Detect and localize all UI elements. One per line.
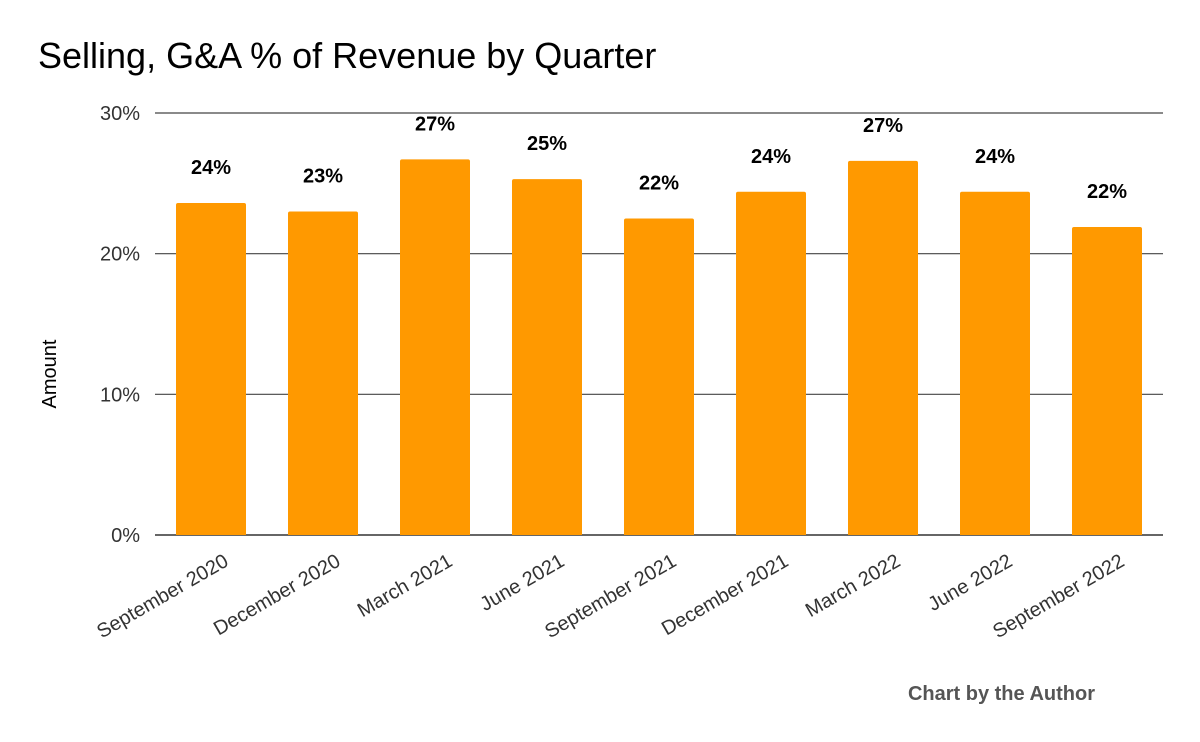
data-label: 24% <box>975 146 1015 168</box>
chart-credit: Chart by the Author <box>908 683 1095 705</box>
bars <box>176 159 1142 536</box>
data-label: 22% <box>639 173 679 195</box>
bar <box>960 191 1030 536</box>
y-tick-label: 10% <box>100 384 140 406</box>
data-label: 24% <box>191 157 231 179</box>
bar <box>736 191 806 536</box>
bar <box>288 211 358 535</box>
x-tick-label: March 2022 <box>802 550 904 622</box>
bar <box>176 203 246 535</box>
y-tick-labels: 0% 10% 20% 30% <box>100 103 140 547</box>
bar <box>1072 226 1142 535</box>
data-labels: 24% 23% 27% 25% 22% 24% 27% 24% 22% <box>191 113 1127 203</box>
y-tick-label: 20% <box>100 244 140 266</box>
x-tick-label: December 2020 <box>210 550 344 640</box>
data-label: 25% <box>527 133 567 155</box>
bar <box>624 218 694 535</box>
data-label: 24% <box>751 146 791 168</box>
chart-title: Selling, G&A % of Revenue by Quarter <box>38 35 656 76</box>
x-tick-label: June 2022 <box>924 550 1016 616</box>
x-tick-label: March 2021 <box>354 550 456 622</box>
x-tick-label: December 2021 <box>658 550 792 640</box>
bar <box>848 160 918 535</box>
data-label: 22% <box>1087 181 1127 203</box>
data-label: 27% <box>415 113 455 135</box>
y-axis-label: Amount <box>39 339 61 408</box>
bar <box>512 179 582 535</box>
bar <box>400 159 470 536</box>
y-tick-label: 30% <box>100 103 140 125</box>
y-tick-label: 0% <box>111 525 140 547</box>
data-label: 23% <box>303 165 343 187</box>
x-tick-label: June 2021 <box>476 550 568 616</box>
data-label: 27% <box>863 115 903 137</box>
x-tick-label: September 2020 <box>93 550 232 643</box>
